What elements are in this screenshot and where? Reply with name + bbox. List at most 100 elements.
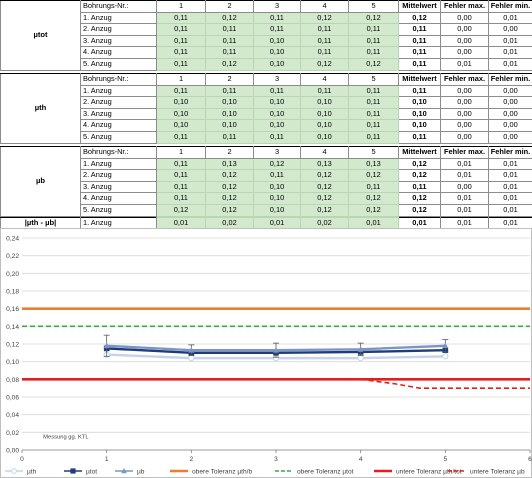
y-tick-label: 0,12 — [6, 342, 19, 349]
value-cell: 0,11 — [156, 11, 206, 25]
column-number: 3 — [253, 73, 301, 86]
column-number: 2 — [205, 73, 254, 86]
value-cell: 0,11 — [205, 130, 254, 144]
table-row: 4. Anzug 0,11 0,12 0,10 0,12 0,12 0,12 0,01 0,01 — [1, 192, 532, 205]
table-mu-b: µb Bohrungs-Nr.: 1 2 3 4 5 Mittelwert Fehler max… — [0, 146, 532, 217]
table-row: 1. Anzug 0,11 0,13 0,12 0,13 0,13 0,12 0,01 0,01 — [1, 157, 532, 171]
legend-marker — [11, 468, 17, 474]
header-fmin: Fehler min. — [488, 146, 532, 159]
fmax-cell: 0,00 — [440, 130, 489, 144]
value-cell: 0,11 — [156, 23, 206, 36]
value-cell: 0,12 — [205, 57, 254, 71]
fmin-cell: 0,00 — [488, 23, 532, 36]
column-number: 4 — [300, 73, 349, 86]
header-mean: Mittelwert — [398, 146, 441, 159]
value-cell: 0,12 — [205, 169, 254, 182]
x-tick-label: 3 — [274, 456, 278, 463]
fmin-cell: 0,00 — [488, 96, 532, 109]
y-tick-label: 0,08 — [6, 377, 19, 384]
table-mu-tot: µtot Bohrungs-Nr.: 1 2 3 4 5 Mittelwert Fehler m… — [0, 0, 532, 71]
value-cell: 0,10 — [205, 96, 254, 109]
header-fmax: Fehler max. — [440, 73, 489, 86]
mean-cell: 0,12 — [398, 169, 441, 182]
row-label: 1. Anzug — [80, 157, 157, 171]
table-mu-th: µth Bohrungs-Nr.: 1 2 3 4 5 Mittelwert Fehler ma… — [0, 73, 532, 144]
fmin-cell: 0,01 — [488, 11, 532, 25]
x-tick-label: 0 — [20, 456, 24, 463]
value-cell: 0,11 — [205, 23, 254, 36]
value-cell: 0,11 — [300, 34, 349, 48]
y-tick-label: 0,00 — [6, 448, 19, 455]
header-label: Bohrungs-Nr.: — [80, 73, 157, 86]
coefficient-symbol: µth — [0, 73, 81, 144]
column-number: 3 — [253, 0, 301, 13]
y-tick-label: 0,24 — [6, 236, 19, 243]
fmax-cell: 0,00 — [440, 96, 489, 109]
value-cell: 0,11 — [205, 84, 254, 98]
row-label: 3. Anzug — [80, 34, 157, 48]
table-row: 2. Anzug 0,11 0,11 0,11 0,11 0,11 0,11 0,00 0,00 — [1, 23, 532, 36]
mean-cell: 0,10 — [398, 96, 441, 109]
value-cell: 0,11 — [156, 157, 206, 171]
mean-cell: 0,11 — [398, 46, 441, 59]
table-row: 4. Anzug 0,10 0,10 0,10 0,10 0,11 0,10 0,00 0,00 — [1, 119, 532, 132]
table-row: 2. Anzug 0,11 0,12 0,11 0,12 0,12 0,12 0,01 0,01 — [1, 169, 532, 182]
row-label: 3. Anzug — [80, 180, 157, 194]
fmin-cell: 0,00 — [488, 84, 532, 98]
table-row: 5. Anzug 0,11 0,12 0,10 0,12 0,12 0,11 0,01 0,01 — [1, 57, 532, 71]
value-cell: 0,11 — [300, 84, 349, 98]
legend-label: obere Toleranz µth/b — [192, 468, 252, 475]
data-point — [442, 342, 449, 349]
row-label: 4. Anzug — [80, 192, 157, 205]
legend-marker — [70, 468, 76, 474]
column-number: 4 — [300, 0, 349, 13]
row-label: 2. Anzug — [80, 96, 157, 109]
row-label: 5. Anzug — [80, 203, 157, 217]
y-tick-label: 0,10 — [6, 359, 19, 366]
data-point — [357, 355, 364, 362]
row-label: 4. Anzug — [80, 119, 157, 132]
table-row: 4. Anzug 0,11 0,11 0,10 0,11 0,11 0,11 0,00 0,01 — [1, 46, 532, 59]
table-row: 2. Anzug 0,10 0,10 0,10 0,10 0,11 0,10 0,00 0,00 — [1, 96, 532, 109]
value-cell: 0,12 — [348, 11, 399, 25]
mean-cell: 0,10 — [398, 119, 441, 132]
column-number: 5 — [348, 146, 399, 159]
fmin-cell: 0,00 — [488, 130, 532, 144]
fmax-cell: 0,00 — [440, 11, 489, 25]
y-tick-label: 0,22 — [6, 253, 19, 260]
column-number: 1 — [156, 0, 206, 13]
fmax-cell: 0,00 — [440, 46, 489, 59]
value-cell: 0,12 — [300, 180, 349, 194]
value-cell: 0,11 — [348, 107, 399, 121]
coefficient-symbol: µb — [0, 146, 81, 217]
table-row: 5. Anzug 0,12 0,12 0,10 0,12 0,12 0,12 0,01 0,01 — [1, 203, 532, 217]
x-tick-label: 2 — [189, 456, 193, 463]
value-cell: 0,10 — [156, 96, 206, 109]
table-row: 3. Anzug 0,11 0,11 0,10 0,11 0,11 0,11 0,00 0,01 — [1, 34, 532, 48]
value-cell: 0,11 — [205, 34, 254, 48]
data-point — [188, 346, 195, 353]
y-tick-label: 0,06 — [6, 395, 19, 402]
column-number: 5 — [348, 0, 399, 13]
fmin-cell: 0,01 — [488, 192, 532, 205]
fmax-cell: 0,00 — [440, 180, 489, 194]
value-cell: 0,12 — [300, 203, 349, 217]
value-cell: 0,11 — [348, 130, 399, 144]
value-cell: 0,10 — [205, 119, 254, 132]
value-cell: 0,11 — [348, 84, 399, 98]
fmin-cell: 0,01 — [488, 169, 532, 182]
header-mean: Mittelwert — [398, 73, 441, 86]
table-row: 3. Anzug 0,11 0,12 0,10 0,12 0,11 0,11 0,00 0,01 — [1, 180, 532, 194]
friction-chart: 0,00 0,02 0,04 0,06 0,08 0,10 0,12 0,14 0,16 0,18… — [0, 228, 532, 478]
column-number: 2 — [205, 146, 254, 159]
fmax-cell: 0,01 — [440, 203, 489, 217]
value-cell: 0,11 — [156, 57, 206, 71]
value-cell: 0,10 — [253, 34, 301, 48]
mean-cell: 0,12 — [398, 11, 441, 25]
fmin-cell: 0,01 — [488, 57, 532, 71]
row-label: 1. Anzug — [80, 11, 157, 25]
mean-cell: 0,11 — [398, 130, 441, 144]
mean-cell: 0,11 — [398, 34, 441, 48]
coefficient-symbol: µtot — [0, 0, 81, 71]
value-cell: 0,11 — [300, 23, 349, 36]
